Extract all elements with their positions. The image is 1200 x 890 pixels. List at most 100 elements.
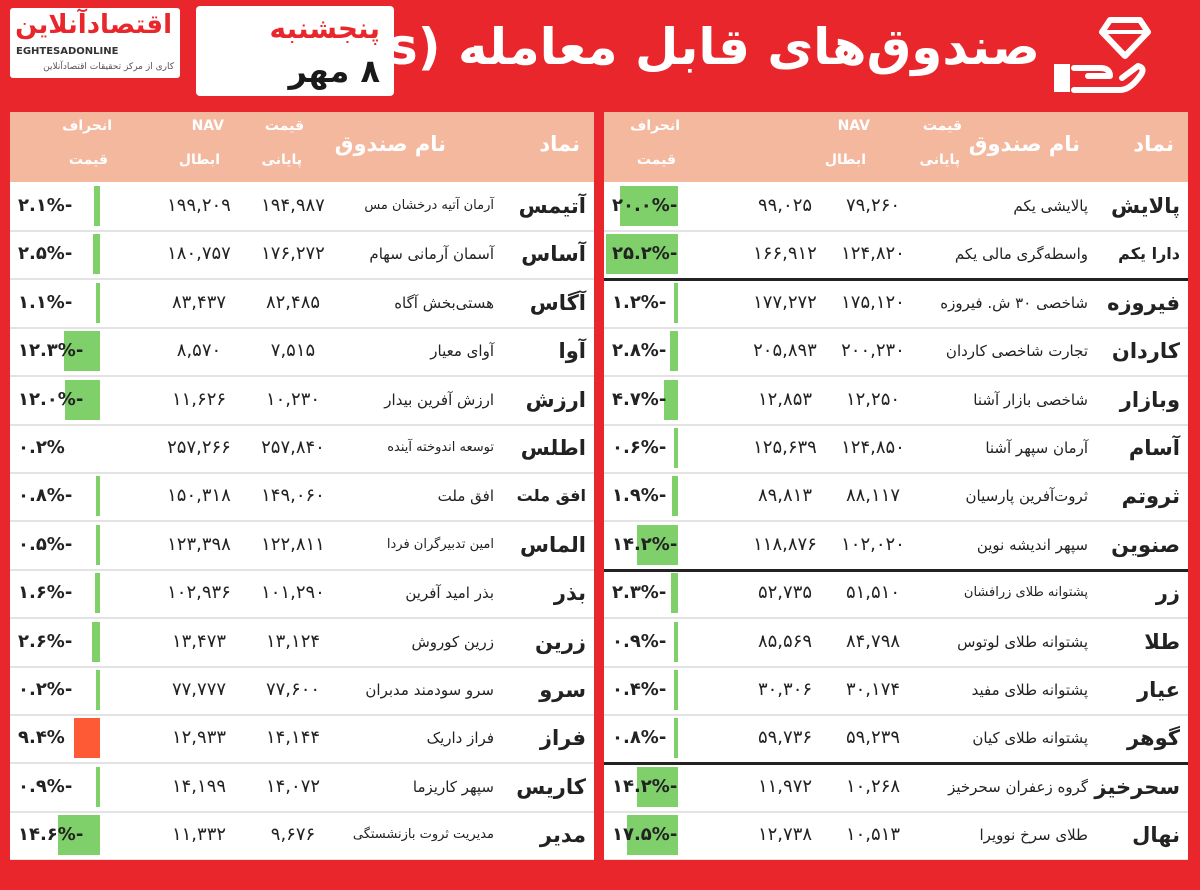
nav-value: ۱۲,۹۳۳ xyxy=(171,727,227,749)
fund-symbol: مدیر xyxy=(539,823,586,848)
deviation-value: -۲۰.۰% xyxy=(612,195,678,216)
deviation-value: -۰.۹% xyxy=(18,775,73,797)
fund-symbol: عیار xyxy=(1137,678,1180,702)
price-value: ۲۵۷,۸۴۰ xyxy=(261,437,325,458)
nav-value: ۵۲,۷۳۵ xyxy=(757,582,813,604)
row-separator xyxy=(10,520,594,523)
nav-value: ۱۲,۷۳۸ xyxy=(757,824,813,846)
fund-name: آسمان آرمانی سهام xyxy=(369,245,494,264)
deviation-value: -۱.۱% xyxy=(18,291,73,313)
left-table: نماد نام صندوق قیمت پایانی NAV ابطال انح… xyxy=(10,112,594,862)
table-row: نهال طلای سرخ نوویرا ۱۰,۵۱۳ ۱۲,۷۳۸ -۱۷.۵% xyxy=(604,811,1188,859)
deviation-bar xyxy=(93,186,100,226)
deviation-value: -۱۴.۲% xyxy=(612,775,678,797)
col-dev-sub: قیمت xyxy=(68,152,108,168)
row-separator xyxy=(10,230,594,232)
fund-symbol: صنوین xyxy=(1111,532,1180,557)
fund-symbol: فیروزه xyxy=(1107,290,1180,315)
price-value: ۱۲,۲۵۰ xyxy=(845,388,901,410)
fund-symbol: آسام xyxy=(1128,436,1180,460)
deviation-value: ۰.۲% xyxy=(18,437,65,458)
deviation-bar xyxy=(606,234,678,275)
deviation-value: -۱۲.۰% xyxy=(18,388,84,410)
price-value: ۱۲۴,۸۲۰ xyxy=(841,243,905,265)
nav-value: ۹۹,۰۲۵ xyxy=(757,195,813,216)
deviation-bar xyxy=(636,524,678,565)
deviation-bar xyxy=(95,573,100,614)
deviation-value: -۰.۹% xyxy=(612,630,667,652)
nav-value: ۱۲۵,۶۳۹ xyxy=(753,437,817,458)
fund-name: مدیریت ثروت بازنشستگی xyxy=(352,827,494,843)
col-nav-sub: ابطال xyxy=(824,152,866,168)
deviation-bar xyxy=(636,766,678,807)
price-value: ۱۰,۵۱۳ xyxy=(845,824,901,846)
deviation-bar xyxy=(627,815,678,856)
col-price-sub: پایانی xyxy=(919,152,960,168)
nav-value: ۱۵۰,۳۱۸ xyxy=(167,485,231,507)
price-value: ۸۸,۱۱۷ xyxy=(845,485,901,507)
deviation-value: -۰.۴% xyxy=(612,679,667,700)
deviation-bar xyxy=(96,282,100,323)
table-row: کاردان تجارت شاخصی کاردان ۲۰۰,۲۳۰ ۲۰۵,۸۹۳ -۲… xyxy=(604,327,1188,375)
price-value: ۵۱,۵۱۰ xyxy=(845,582,901,604)
price-value: ۹,۶۷۶ xyxy=(270,824,316,846)
deviation-value: -۲.۱% xyxy=(18,195,73,216)
deviation-value: -۲.۵% xyxy=(18,243,73,265)
fund-symbol: سرو xyxy=(539,678,586,702)
table-row: دارا یکم واسطه‌گری مالی یکم ۱۲۴,۸۲۰ ۱۶۶,۹۱۲… xyxy=(604,230,1188,278)
fund-name: طلای سرخ نوویرا xyxy=(979,826,1088,845)
logo[interactable]: اقتصادآنلاین EGHTESADONLINE کاری از مرکز… xyxy=(10,8,180,78)
fund-symbol: زرین xyxy=(535,629,586,654)
price-value: ۲۰۰,۲۳۰ xyxy=(841,340,905,362)
price-value: ۱۲۲,۸۱۱ xyxy=(261,533,325,555)
deviation-value: ۹.۴% xyxy=(18,727,65,749)
fund-symbol: طلا xyxy=(1144,629,1180,654)
fund-symbol: اطلس xyxy=(520,436,586,460)
nav-value: ۱۱۸,۸۷۶ xyxy=(753,533,817,555)
price-value: ۱۷۵,۱۲۰ xyxy=(841,291,905,313)
table-row: پالایش پالایشی یکم ۷۹,۲۶۰ ۹۹,۰۲۵ -۲۰.۰% xyxy=(604,182,1188,230)
table-row: طلا پشتوانه طلای لوتوس ۸۴,۷۹۸ ۸۵,۵۶۹ -۰.۹% xyxy=(604,618,1188,666)
deviation-bar xyxy=(96,524,100,565)
fund-symbol: گوهر xyxy=(1126,726,1180,751)
panel-divider xyxy=(594,112,604,860)
deviation-value: -۱.۶% xyxy=(18,582,73,604)
fund-symbol: آگاس xyxy=(529,290,586,315)
deviation-value: -۱.۹% xyxy=(612,485,667,507)
price-value: ۸۴,۷۹۸ xyxy=(845,630,901,652)
fund-symbol: کاریس xyxy=(516,774,586,799)
table-row: سحرخیز گروه زعفران سحرخیز ۱۰,۲۶۸ ۱۱,۹۷۲ -۱۴.… xyxy=(604,763,1188,811)
col-price-header: قیمت xyxy=(264,118,304,134)
deviation-value: -۴.۷% xyxy=(612,388,667,410)
row-separator xyxy=(604,568,1188,572)
fund-name: پشتوانه طلای مفید xyxy=(971,681,1088,699)
row-separator xyxy=(604,326,1188,329)
row-separator xyxy=(10,278,594,281)
deviation-bar xyxy=(664,379,678,420)
price-value: ۱۴,۰۷۲ xyxy=(265,775,321,797)
price-value: ۱۹۴,۹۸۷ xyxy=(261,195,325,216)
fund-name: گروه زعفران سحرخیز xyxy=(948,777,1088,796)
deviation-bar xyxy=(674,718,678,759)
row-separator xyxy=(604,665,1188,668)
deviation-value: -۲.۳% xyxy=(612,582,667,604)
table-row: آوا آوای معیار ۷,۵۱۵ ۸,۵۷۰ -۱۲.۳% xyxy=(10,327,594,375)
table-row: ارزش ارزش آفرین بیدار ۱۰,۲۳۰ ۱۱,۶۲۶ -۱۲.۰% xyxy=(10,376,594,424)
col-dev-header: انحراف xyxy=(630,118,680,134)
deviation-bar xyxy=(92,621,100,662)
fund-symbol: آوا xyxy=(558,339,586,364)
fund-name: آوای معیار xyxy=(430,342,494,361)
fund-name: بذر امید آفرین xyxy=(405,584,494,603)
deviation-bar xyxy=(674,428,678,468)
deviation-value: -۱۲.۳% xyxy=(18,340,84,362)
nav-value: ۲۰۵,۸۹۳ xyxy=(753,340,817,362)
col-nav-sub: ابطال xyxy=(178,152,220,168)
fund-symbol: ثروتم xyxy=(1121,484,1180,509)
fund-name: آرمان آتیه درخشان مس xyxy=(364,198,494,213)
table-row: اطلس توسعه اندوخته آینده ۲۵۷,۸۴۰ ۲۵۷,۲۶۶ ۰.۲… xyxy=(10,424,594,472)
nav-value: ۱۸۰,۷۵۷ xyxy=(167,243,231,265)
nav-value: ۱۷۷,۲۷۲ xyxy=(753,291,817,313)
fund-name: افق ملت xyxy=(437,487,494,506)
deviation-bar xyxy=(674,282,678,323)
fund-symbol: بذر xyxy=(553,581,586,606)
